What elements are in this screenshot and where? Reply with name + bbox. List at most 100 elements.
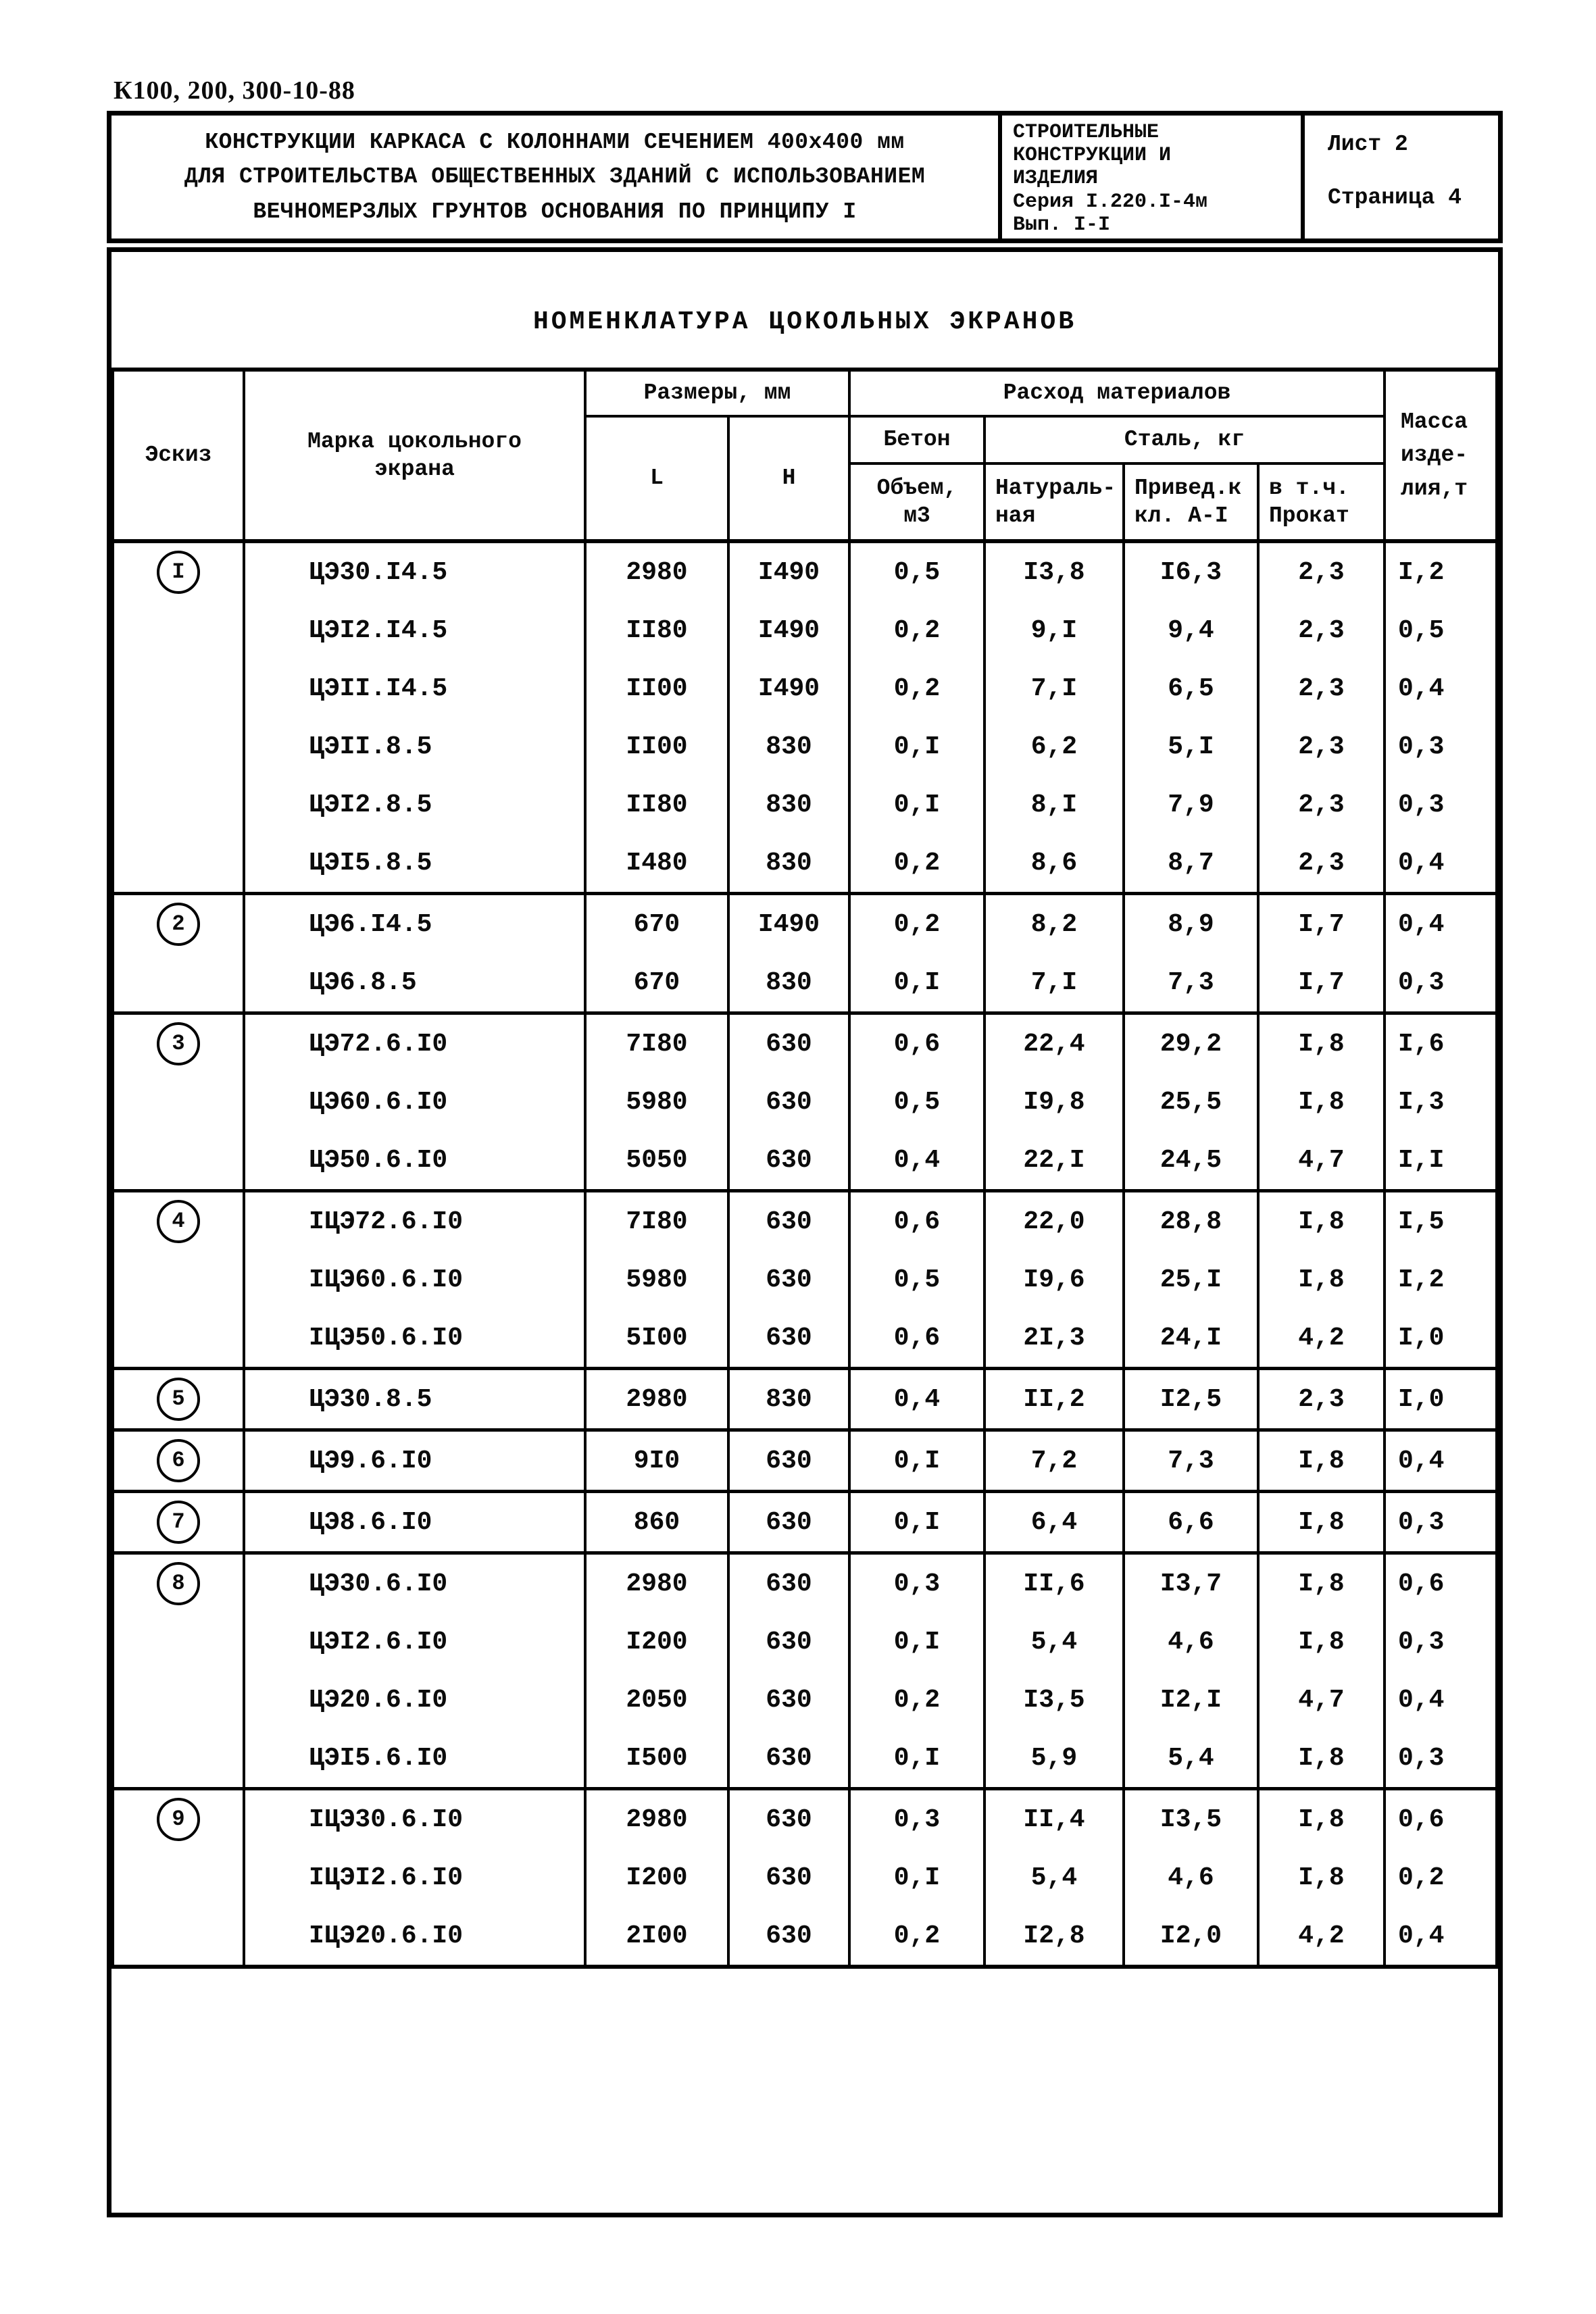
header-mark: Марка цокольного экрана xyxy=(243,368,587,543)
sketch-cell xyxy=(111,1073,245,1131)
steel-reduced-cell: I3,7 xyxy=(1122,1551,1260,1613)
sketch-number-badge: I xyxy=(157,551,200,594)
steel-reduced-cell: 4,6 xyxy=(1122,1848,1260,1907)
steel-natural-cell: 8,6 xyxy=(983,834,1125,894)
steel-rolled-cell: 4,2 xyxy=(1256,1309,1387,1369)
length-cell: I480 xyxy=(584,834,730,894)
table-row: ЦЭII.8.5 II00 830 0,I 6,2 5,I 2,3 0,3 xyxy=(111,718,1498,776)
mass-cell: I,0 xyxy=(1383,1309,1498,1369)
steel-natural-cell: II,4 xyxy=(983,1787,1125,1848)
table-row: ЦЭ50.6.I0 5050 630 0,4 22,I 24,5 4,7 I,I xyxy=(111,1131,1498,1191)
table-row: IЦЭ50.6.I0 5I00 630 0,6 2I,3 24,I 4,2 I,0 xyxy=(111,1309,1498,1369)
sketch-number-badge: 8 xyxy=(157,1562,200,1605)
table-row: ЦЭ20.6.I0 2050 630 0,2 I3,5 I2,I 4,7 0,4 xyxy=(111,1671,1498,1729)
steel-natural-cell: 7,2 xyxy=(983,1428,1125,1492)
header-steel: Сталь, кг xyxy=(982,416,1387,465)
steel-reduced-cell: 9,4 xyxy=(1122,601,1260,659)
sketch-number-badge: 2 xyxy=(157,903,200,946)
sketch-cell xyxy=(111,1613,245,1671)
concrete-volume-cell: 0,2 xyxy=(848,659,986,718)
mark-cell: ЦЭI2.8.5 xyxy=(243,776,587,834)
mark-cell: IЦЭI2.6.I0 xyxy=(243,1848,587,1907)
sketch-cell xyxy=(111,718,245,776)
steel-rolled-cell: 2,3 xyxy=(1256,601,1387,659)
mark-cell: ЦЭI5.8.5 xyxy=(243,834,587,894)
length-cell: I500 xyxy=(584,1729,730,1789)
concrete-volume-cell: 0,2 xyxy=(848,601,986,659)
header-length: L xyxy=(584,416,730,543)
steel-reduced-cell: 24,5 xyxy=(1122,1131,1260,1191)
sketch-cell xyxy=(111,659,245,718)
mark-cell: ЦЭ30.I4.5 xyxy=(243,539,587,601)
length-cell: 2050 xyxy=(584,1671,730,1729)
steel-natural-cell: II,2 xyxy=(983,1367,1125,1430)
steel-rolled-cell: 2,3 xyxy=(1256,1367,1387,1430)
mass-cell: 0,4 xyxy=(1383,834,1498,894)
concrete-volume-cell: 0,I xyxy=(848,1613,986,1671)
steel-natural-cell: I2,8 xyxy=(983,1907,1125,1969)
length-cell: II00 xyxy=(584,718,730,776)
steel-natural-cell: 6,4 xyxy=(983,1490,1125,1553)
mark-cell: ЦЭ9.6.I0 xyxy=(243,1428,587,1492)
steel-rolled-cell: 4,7 xyxy=(1256,1131,1387,1191)
steel-rolled-cell: 2,3 xyxy=(1256,776,1387,834)
sketch-cell xyxy=(111,953,245,1013)
table-row: 3 ЦЭ72.6.I0 7I80 630 0,6 22,4 29,2 I,8 I,6 xyxy=(111,1011,1498,1073)
sketch-cell: I xyxy=(111,539,245,601)
mass-cell: I,5 xyxy=(1383,1189,1498,1251)
length-cell: 2980 xyxy=(584,1787,730,1848)
steel-reduced-cell: 7,3 xyxy=(1122,1428,1260,1492)
length-cell: 7I80 xyxy=(584,1189,730,1251)
concrete-volume-cell: 0,I xyxy=(848,718,986,776)
height-cell: 830 xyxy=(727,776,851,834)
sketch-number-badge: 7 xyxy=(157,1501,200,1544)
steel-reduced-cell: 8,7 xyxy=(1122,834,1260,894)
steel-natural-cell: 5,9 xyxy=(983,1729,1125,1789)
length-cell: 2980 xyxy=(584,539,730,601)
mark-cell: ЦЭI2.6.I0 xyxy=(243,1613,587,1671)
steel-rolled-cell: I,8 xyxy=(1256,1011,1387,1073)
concrete-volume-cell: 0,5 xyxy=(848,1251,986,1309)
mass-cell: 0,3 xyxy=(1383,1729,1498,1789)
steel-natural-cell: 7,I xyxy=(983,953,1125,1013)
steel-natural-cell: I3,8 xyxy=(983,539,1125,601)
table-header: Эскиз Марка цокольного экрана Размеры, м… xyxy=(111,368,1498,543)
mass-cell: 0,5 xyxy=(1383,601,1498,659)
concrete-volume-cell: 0,2 xyxy=(848,1907,986,1969)
steel-natural-cell: 22,0 xyxy=(983,1189,1125,1251)
table-body: I ЦЭ30.I4.5 2980 I490 0,5 I3,8 I6,3 2,3 I,2 ЦЭI2.… xyxy=(111,539,1498,1969)
sketch-cell: 6 xyxy=(111,1428,245,1492)
table-row: ЦЭI2.I4.5 II80 I490 0,2 9,I 9,4 2,3 0,5 xyxy=(111,601,1498,659)
sketch-number-badge: 9 xyxy=(157,1798,200,1841)
length-cell: II80 xyxy=(584,776,730,834)
sketch-number-badge: 3 xyxy=(157,1022,200,1065)
height-cell: 630 xyxy=(727,1551,851,1613)
steel-rolled-cell: I,8 xyxy=(1256,1073,1387,1131)
page-number: Страница 4 xyxy=(1328,185,1462,210)
mark-cell: IЦЭ72.6.I0 xyxy=(243,1189,587,1251)
mark-cell: ЦЭ60.6.I0 xyxy=(243,1073,587,1131)
height-cell: I490 xyxy=(727,892,851,953)
concrete-volume-cell: 0,2 xyxy=(848,1671,986,1729)
steel-natural-cell: 7,I xyxy=(983,659,1125,718)
steel-reduced-cell: I6,3 xyxy=(1122,539,1260,601)
mass-cell: I,2 xyxy=(1383,1251,1498,1309)
concrete-volume-cell: 0,I xyxy=(848,776,986,834)
table-row: ЦЭI5.8.5 I480 830 0,2 8,6 8,7 2,3 0,4 xyxy=(111,834,1498,894)
steel-reduced-cell: 25,5 xyxy=(1122,1073,1260,1131)
sketch-number-badge: 4 xyxy=(157,1200,200,1243)
length-cell: 860 xyxy=(584,1490,730,1553)
length-cell: 9I0 xyxy=(584,1428,730,1492)
height-cell: 630 xyxy=(727,1671,851,1729)
concrete-volume-cell: 0,6 xyxy=(848,1309,986,1369)
mark-cell: ЦЭ50.6.I0 xyxy=(243,1131,587,1191)
steel-reduced-cell: 6,5 xyxy=(1122,659,1260,718)
concrete-volume-cell: 0,4 xyxy=(848,1131,986,1191)
steel-rolled-cell: 4,2 xyxy=(1256,1907,1387,1969)
mass-cell: 0,4 xyxy=(1383,1671,1498,1729)
header-materials: Расход материалов xyxy=(847,368,1387,418)
sketch-cell: 2 xyxy=(111,892,245,953)
length-cell: 2980 xyxy=(584,1367,730,1430)
steel-natural-cell: 9,I xyxy=(983,601,1125,659)
